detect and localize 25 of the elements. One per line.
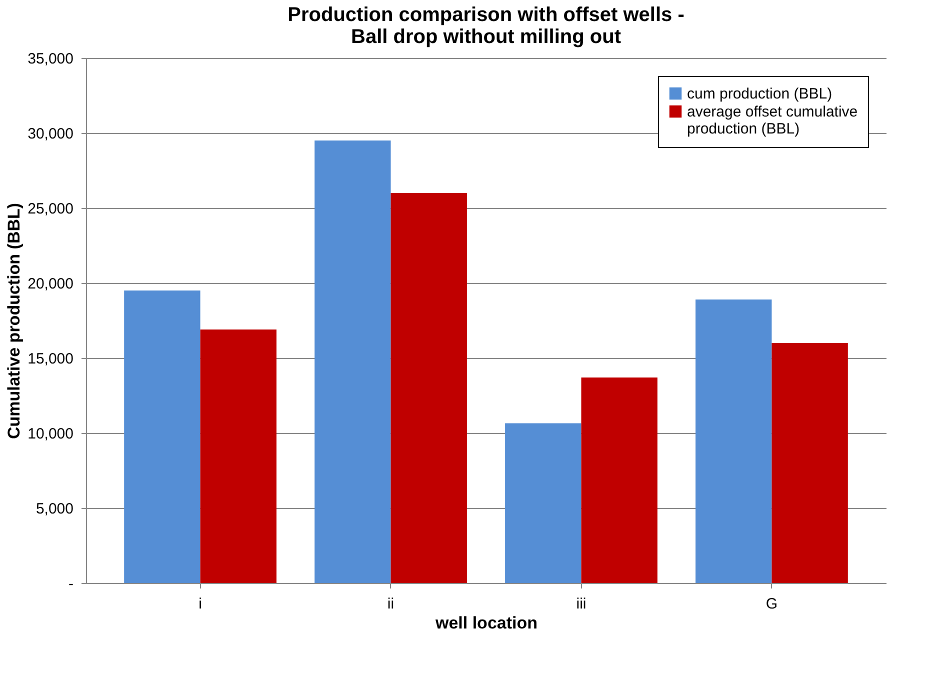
- y-tick-label: 30,000: [28, 126, 74, 142]
- legend-label: average offset cumulative production (BBL): [687, 104, 858, 138]
- y-tick-label: 15,000: [28, 350, 74, 368]
- bar: [200, 330, 276, 583]
- y-tick-label: 25,000: [28, 200, 74, 218]
- bar: [581, 378, 658, 583]
- legend-label: cum production (BBL): [687, 86, 832, 102]
- y-tick-label: -: [68, 576, 74, 592]
- x-tick-label: iii: [576, 596, 586, 612]
- y-tick-label: 5,000: [36, 500, 74, 518]
- y-tick-label: 35,000: [28, 50, 74, 68]
- x-tick-label: ii: [387, 596, 394, 612]
- bar: [390, 193, 467, 583]
- bar: [696, 300, 772, 583]
- x-axis-title: well location: [434, 614, 538, 632]
- x-tick-label: G: [766, 596, 778, 612]
- x-tick-label: i: [198, 596, 202, 612]
- y-tick-label: 20,000: [28, 276, 74, 292]
- bar: [314, 140, 391, 583]
- bar: [772, 343, 848, 583]
- bar: [505, 423, 582, 583]
- y-axis-title: Cumulative production (BBL): [4, 202, 24, 440]
- bar: [124, 290, 200, 583]
- chart-title: Production comparison with offset wells - Ball drop without milling out: [288, 4, 684, 48]
- y-tick-label: 10,000: [28, 426, 74, 442]
